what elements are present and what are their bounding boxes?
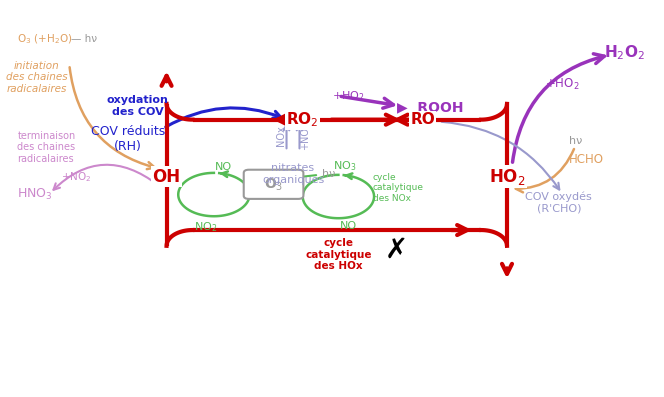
Text: nitrates
organiques: nitrates organiques xyxy=(262,163,324,185)
Text: oxydation
des COV: oxydation des COV xyxy=(106,95,169,117)
Text: initiation
des chaines
radicalaires: initiation des chaines radicalaires xyxy=(6,60,68,94)
Text: NO: NO xyxy=(215,162,232,172)
Text: ✗: ✗ xyxy=(385,236,408,264)
Text: +NO$_2$: +NO$_2$ xyxy=(60,170,91,184)
Text: HNO$_3$: HNO$_3$ xyxy=(17,187,53,202)
Text: +NOx: +NOx xyxy=(299,121,309,150)
Text: O$_3$: O$_3$ xyxy=(264,176,284,193)
Text: O$_3$ (+H$_2$O): O$_3$ (+H$_2$O) xyxy=(17,32,73,46)
Text: RO: RO xyxy=(410,112,435,127)
Text: hν: hν xyxy=(322,169,335,179)
Text: cycle
catalytique
des NOx: cycle catalytique des NOx xyxy=(373,173,424,203)
Text: COV oxydés
(R'CHO): COV oxydés (R'CHO) xyxy=(525,191,592,214)
Text: hν: hν xyxy=(568,136,582,146)
Text: ▶  ROOH: ▶ ROOH xyxy=(397,100,463,114)
Text: NOx: NOx xyxy=(276,125,286,146)
Text: NO$_3$: NO$_3$ xyxy=(333,159,357,173)
Text: H$_2$O$_2$: H$_2$O$_2$ xyxy=(604,43,645,62)
Text: terminaison
des chaines
radicalaires: terminaison des chaines radicalaires xyxy=(17,131,76,164)
FancyBboxPatch shape xyxy=(244,170,303,199)
Text: HCHO: HCHO xyxy=(568,152,604,166)
Text: COV réduits
(RH): COV réduits (RH) xyxy=(90,125,165,153)
Text: — hν: — hν xyxy=(71,34,98,44)
Text: OH: OH xyxy=(153,168,181,186)
Text: NO$_2$: NO$_2$ xyxy=(195,220,218,234)
Text: +HO$_2$: +HO$_2$ xyxy=(332,89,365,103)
Text: cycle
catalytique
des HOx: cycle catalytique des HOx xyxy=(305,238,372,271)
Text: NO: NO xyxy=(339,221,357,231)
Text: HO$_2$: HO$_2$ xyxy=(489,167,525,187)
Text: RO$_2$: RO$_2$ xyxy=(286,110,319,129)
Text: +HO$_2$: +HO$_2$ xyxy=(545,77,580,92)
